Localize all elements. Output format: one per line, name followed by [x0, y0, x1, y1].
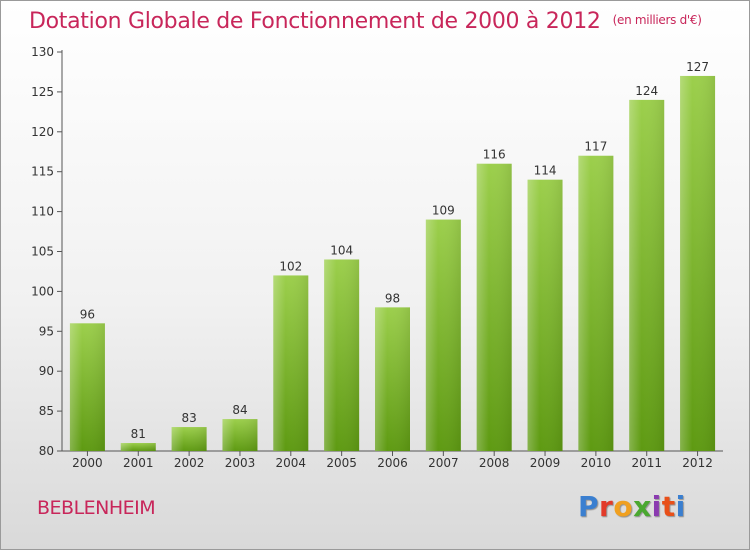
place-name: BEBLENHEIM [37, 497, 156, 519]
y-tick-label: 95 [39, 324, 54, 338]
x-tick-label: 2011 [631, 456, 662, 470]
x-tick-label: 2012 [682, 456, 713, 470]
y-tick-label: 115 [31, 165, 54, 179]
y-tick-label: 105 [31, 245, 54, 259]
brand-letter: i [675, 490, 686, 523]
brand-letter: x [633, 490, 652, 523]
y-tick-label: 85 [39, 404, 54, 418]
bar-shade [222, 419, 258, 451]
brand-letter: o [613, 490, 634, 523]
bar-shade [120, 443, 156, 451]
x-tick-label: 2000 [72, 456, 103, 470]
bar-value-label: 81 [131, 427, 146, 441]
x-tick-label: 2009 [530, 456, 561, 470]
bar-value-label: 109 [432, 204, 455, 218]
axes: 80 85 90 95 100 105 110 115 120 125 130 2000 2001 200… [31, 45, 723, 470]
bar-value-label: 116 [483, 148, 506, 162]
chart-subtitle: (en milliers d'€) [612, 13, 702, 27]
brand-letter: r [599, 490, 614, 523]
bar-shade [273, 275, 309, 451]
bar-shade [171, 427, 207, 451]
y-tick-label: 120 [31, 125, 54, 139]
bar-value-label: 84 [232, 403, 247, 417]
x-tick-label: 2007 [428, 456, 459, 470]
bar-shade [527, 179, 563, 451]
y-tick-label: 90 [39, 364, 54, 378]
bar-shade [69, 323, 105, 451]
x-tick-label: 2010 [581, 456, 612, 470]
y-tick-label: 100 [31, 284, 54, 298]
brand-logo: Proxiti [578, 490, 686, 523]
brand-letter: t [661, 490, 676, 523]
bar-shade [629, 99, 665, 451]
bar-value-label: 124 [635, 84, 658, 98]
bar-value-label: 96 [80, 307, 95, 321]
x-tick-label: 2002 [174, 456, 205, 470]
bar-shade [324, 259, 360, 451]
x-tick-label: 2003 [225, 456, 256, 470]
bar-value-label: 98 [385, 291, 400, 305]
bar-value-label: 127 [686, 60, 709, 74]
x-tick-label: 2006 [377, 456, 408, 470]
bar-value-label: 102 [279, 259, 302, 273]
x-tick-label: 2005 [326, 456, 357, 470]
y-tick-label: 125 [31, 85, 54, 99]
bar-shade [375, 307, 410, 451]
brand-letter: i [651, 490, 662, 523]
bar-shade [476, 163, 512, 451]
chart-title: Dotation Globale de Fonctionnement de 20… [29, 9, 601, 34]
bar-value-label: 104 [330, 243, 353, 257]
x-tick-label: 2004 [276, 456, 307, 470]
y-tick-label: 110 [31, 205, 54, 219]
y-tick-label: 130 [31, 45, 54, 59]
bar-shade [578, 155, 614, 452]
bar-value-label: 117 [584, 140, 607, 154]
x-tick-label: 2008 [479, 456, 510, 470]
y-tick-label: 80 [39, 444, 54, 458]
bar-shade [425, 219, 461, 451]
brand-letter: P [578, 490, 600, 523]
bar-value-label: 114 [534, 164, 557, 178]
bar-value-label: 83 [181, 411, 196, 425]
chart-title-block: Dotation Globale de Fonctionnement de 20… [29, 9, 702, 34]
bars: 96 81 83 84 102 104 98 109 116 114 117 124 127 [69, 60, 716, 452]
bar-shade [680, 75, 716, 451]
x-tick-label: 2001 [123, 456, 154, 470]
